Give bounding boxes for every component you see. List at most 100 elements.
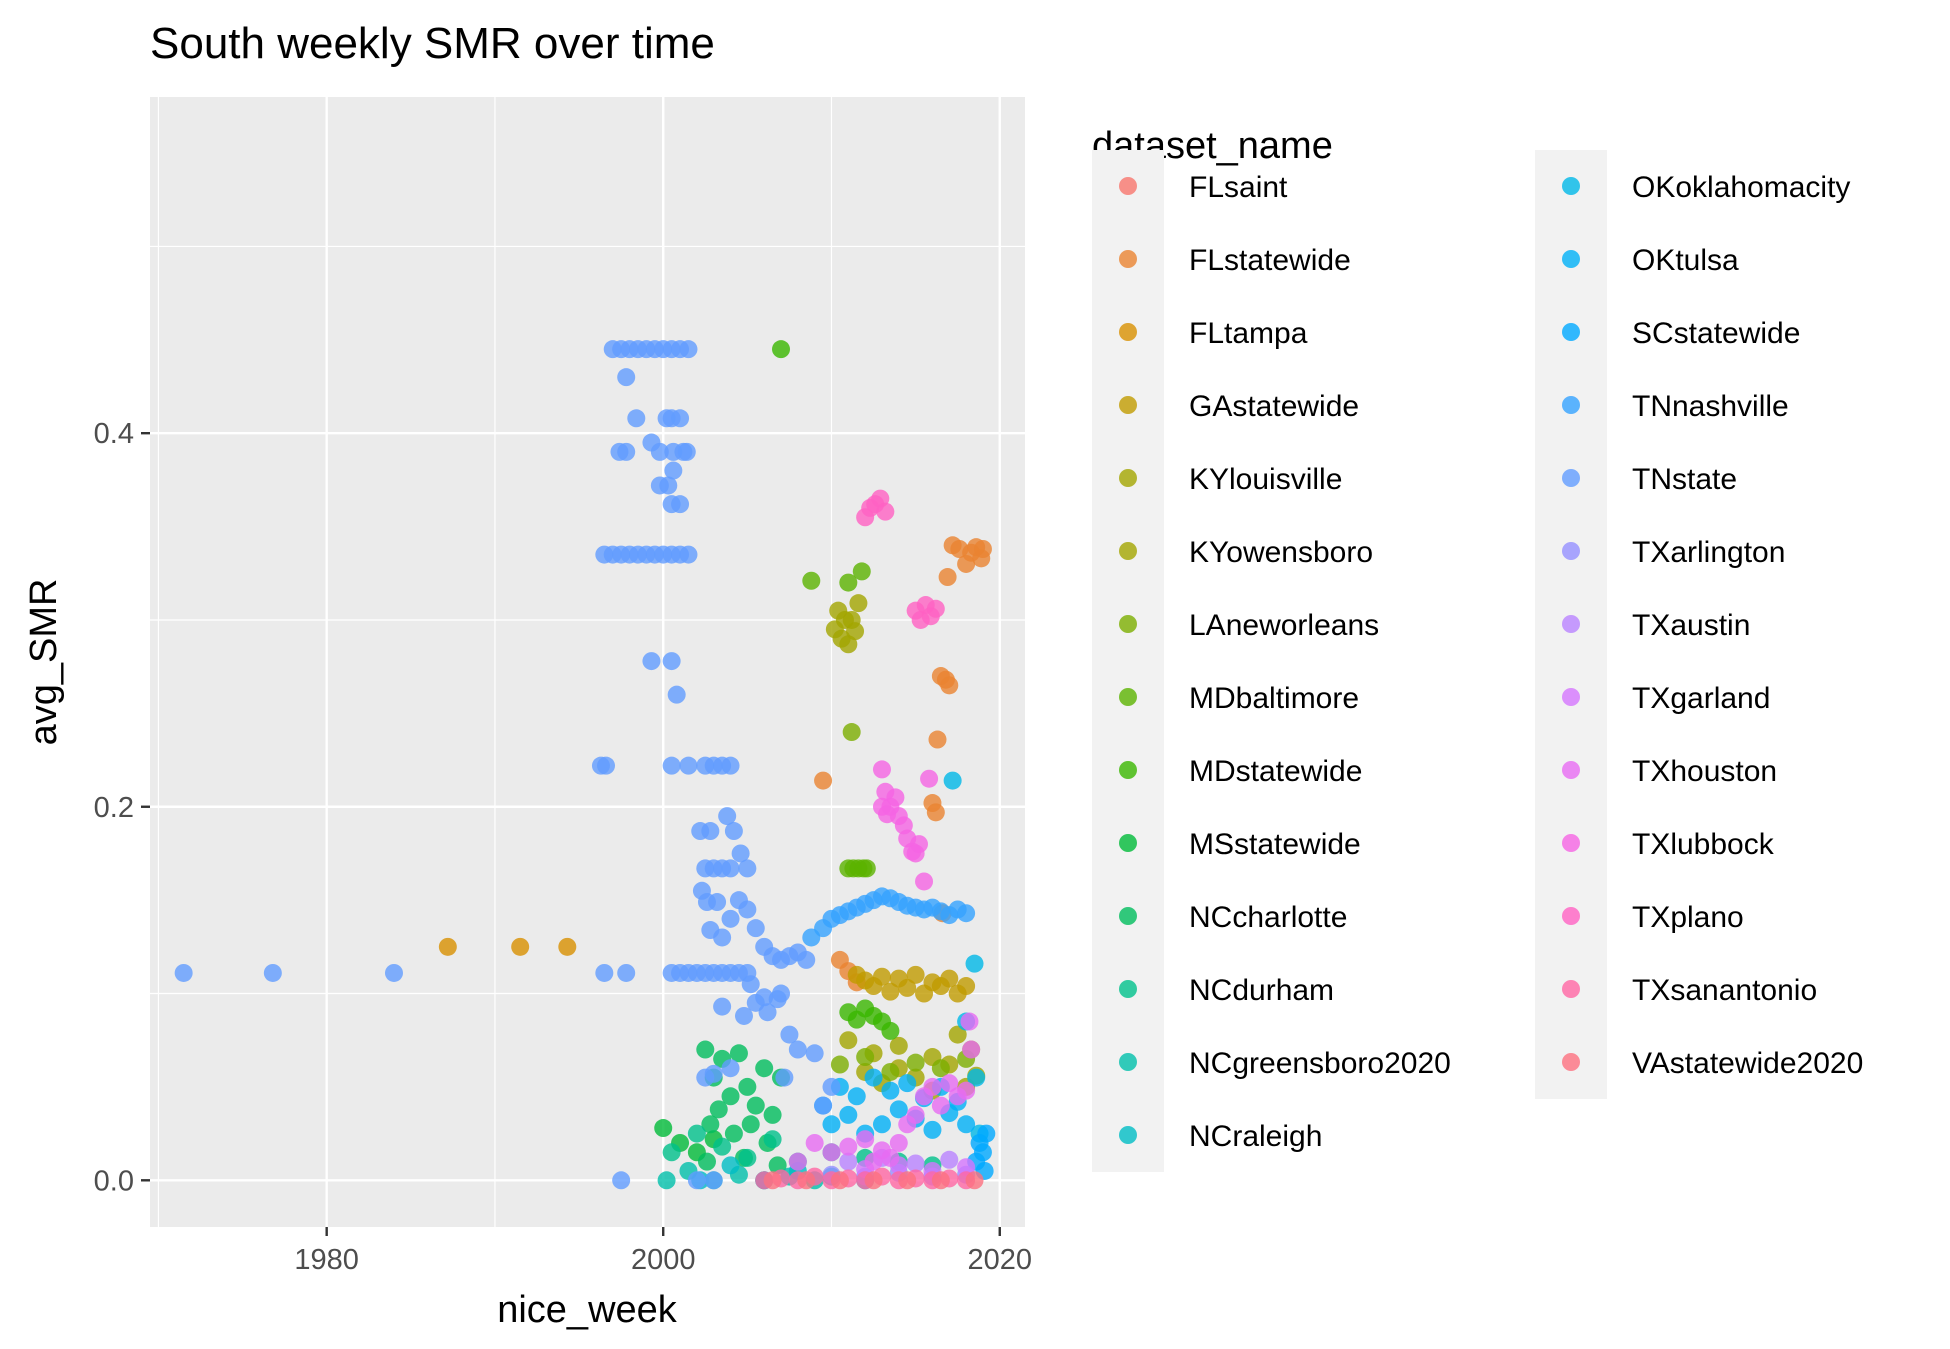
data-point	[797, 950, 816, 969]
data-point	[627, 409, 646, 428]
data-point	[940, 676, 959, 695]
data-point	[805, 1133, 824, 1152]
data-point	[857, 859, 876, 878]
data-point	[701, 822, 720, 841]
legend-label: MSstatewide	[1189, 828, 1361, 861]
legend-label: FLtampa	[1189, 317, 1308, 350]
data-point	[734, 1006, 753, 1025]
legend-label: OKoklahomacity	[1632, 171, 1850, 204]
data-point	[839, 1137, 858, 1156]
data-point	[788, 1040, 807, 1059]
data-point	[881, 1148, 900, 1167]
legend-key	[1119, 834, 1137, 852]
data-point	[687, 1124, 706, 1143]
data-point	[650, 476, 669, 495]
data-point	[679, 756, 698, 775]
data-point	[780, 1025, 799, 1044]
legend-key	[1119, 1053, 1137, 1071]
data-point	[931, 1096, 950, 1115]
data-point	[872, 760, 891, 779]
data-point	[889, 1133, 908, 1152]
legend-label: TNstate	[1632, 463, 1737, 496]
data-point	[797, 1171, 816, 1190]
data-point	[864, 1171, 883, 1190]
data-point	[704, 1171, 723, 1190]
legend-label: TXgarland	[1632, 682, 1770, 715]
data-point	[763, 1105, 782, 1124]
data-point	[923, 1120, 942, 1139]
legend-key	[1562, 688, 1580, 706]
legend-label: TXsanantonio	[1632, 974, 1817, 1007]
data-point	[721, 1087, 740, 1106]
data-point	[617, 963, 636, 982]
data-point	[657, 1171, 676, 1190]
data-point	[940, 1074, 959, 1093]
data-point	[805, 1044, 824, 1063]
data-point	[926, 803, 945, 822]
data-point	[842, 723, 861, 742]
data-point	[708, 893, 727, 912]
data-point	[926, 599, 945, 618]
data-point	[662, 1143, 681, 1162]
legend-key	[1562, 615, 1580, 633]
data-point	[704, 1064, 723, 1083]
legend-key	[1119, 323, 1137, 341]
data-point	[597, 756, 616, 775]
data-point	[846, 622, 865, 641]
data-point	[763, 1130, 782, 1149]
data-point	[671, 409, 690, 428]
data-point	[788, 1152, 807, 1171]
data-point	[667, 685, 686, 704]
data-point	[881, 1021, 900, 1040]
legend-key	[1562, 396, 1580, 414]
legend-label: TXhouston	[1632, 755, 1777, 788]
data-point	[920, 769, 939, 788]
y-tick-label: 0.4	[94, 418, 134, 450]
legend-key	[1119, 250, 1137, 268]
legend-key	[1562, 469, 1580, 487]
x-tick-label: 2020	[968, 1244, 1033, 1276]
data-point	[511, 937, 530, 956]
data-point	[928, 730, 947, 749]
data-point	[721, 1156, 740, 1175]
data-point	[898, 1171, 917, 1190]
data-point	[721, 1059, 740, 1078]
data-point	[746, 919, 765, 938]
data-point	[724, 822, 743, 841]
data-point	[701, 1115, 720, 1134]
data-point	[876, 502, 895, 521]
data-point	[729, 1044, 748, 1063]
x-tick-label: 2000	[631, 1244, 696, 1276]
legend-key	[1562, 250, 1580, 268]
legend-label: VAstatewide2020	[1632, 1047, 1863, 1080]
data-point	[967, 1068, 986, 1087]
data-point	[889, 1036, 908, 1055]
data-point	[738, 1148, 757, 1167]
data-point	[642, 652, 661, 671]
data-point	[721, 756, 740, 775]
data-point	[772, 340, 791, 359]
legend-label: NCraleigh	[1189, 1120, 1322, 1153]
data-point	[906, 965, 925, 984]
legend-label: TXaustin	[1632, 609, 1750, 642]
legend-key	[1562, 177, 1580, 195]
data-point	[872, 1115, 891, 1134]
data-point	[881, 982, 900, 1001]
data-point	[864, 1152, 883, 1171]
data-point	[713, 997, 732, 1016]
data-point	[839, 573, 858, 592]
data-point	[679, 340, 698, 359]
data-point	[898, 978, 917, 997]
data-point	[849, 594, 868, 613]
data-point	[802, 571, 821, 590]
data-point	[755, 988, 774, 1007]
data-point	[654, 1119, 673, 1138]
legend-key	[1562, 907, 1580, 925]
data-point	[731, 844, 750, 863]
data-point	[558, 937, 577, 956]
data-point	[617, 442, 636, 461]
data-point	[677, 442, 696, 461]
data-point	[438, 937, 457, 956]
data-point	[977, 1124, 996, 1143]
